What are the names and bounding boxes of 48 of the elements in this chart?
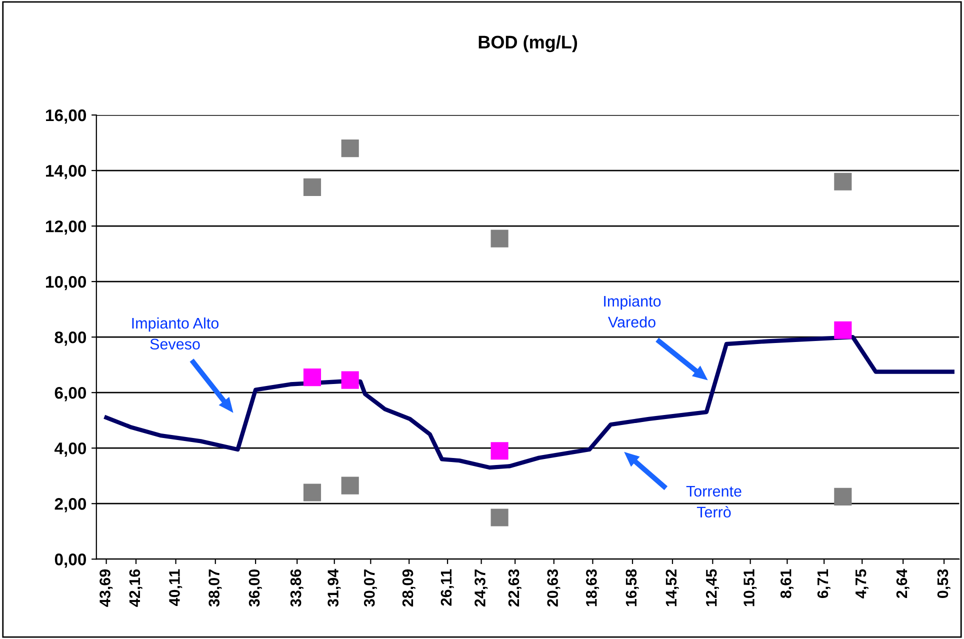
point (303, 484, 322, 502)
x-tick-label: 33,86 (290, 569, 304, 607)
point (834, 488, 852, 506)
x-tick-label: 40,11 (169, 569, 182, 606)
x-tick-label: 42,16 (129, 569, 142, 607)
x-tick-label: 36,00 (248, 569, 262, 607)
chart-title: BOD (mg/L) (478, 35, 578, 52)
point (834, 321, 852, 339)
annotation: Impianto Alto Seveso (132, 317, 219, 350)
y-tick-label: 2,00 (54, 498, 86, 512)
x-tick-label: 30,07 (364, 570, 377, 607)
annotation: Impianto Varedo (604, 295, 661, 328)
annotation: Torrente Terrò (686, 486, 742, 518)
point (490, 508, 508, 526)
point (490, 230, 508, 248)
y-tick-label: 12,00 (46, 220, 86, 235)
y-tick-label: 10,00 (46, 276, 86, 290)
x-tick-label: 22,63 (508, 569, 522, 607)
x-tick-label: 14,52 (666, 569, 679, 606)
y-tick-label: 0,00 (54, 554, 86, 568)
y-tick-label: 14,00 (46, 164, 86, 180)
point (490, 442, 508, 460)
point (834, 172, 852, 190)
x-tick-label: 8,61 (780, 569, 794, 598)
point (303, 368, 322, 386)
x-tick-label: 38,07 (208, 570, 222, 607)
point (303, 178, 322, 196)
x-tick-label: 24,37 (474, 570, 488, 607)
point (341, 476, 359, 494)
x-tick-label: 43,69 (100, 569, 113, 607)
x-tick-label: 4,75 (856, 569, 868, 598)
y-tick-label: 16,00 (46, 109, 86, 124)
x-tick-label: 26,11 (440, 569, 454, 606)
point (341, 371, 359, 389)
x-tick-label: 18,63 (586, 569, 600, 606)
x-tick-label: 2,64 (896, 568, 910, 598)
y-tick-label: 6,00 (54, 386, 86, 402)
x-tick-label: 16,58 (626, 569, 639, 606)
x-tick-label: 31,94 (328, 568, 341, 607)
x-tick-label: 0,53 (937, 569, 950, 598)
x-tick-label: 20,63 (547, 569, 560, 607)
x-tick-label: 6,71 (817, 569, 830, 598)
x-tick-label: 12,45 (706, 569, 719, 606)
y-tick-label: 8,00 (54, 331, 86, 346)
x-tick-label: 10,51 (744, 569, 757, 606)
y-tick-label: 4,00 (54, 442, 86, 457)
point (341, 140, 359, 158)
x-tick-label: 28,09 (402, 569, 416, 607)
